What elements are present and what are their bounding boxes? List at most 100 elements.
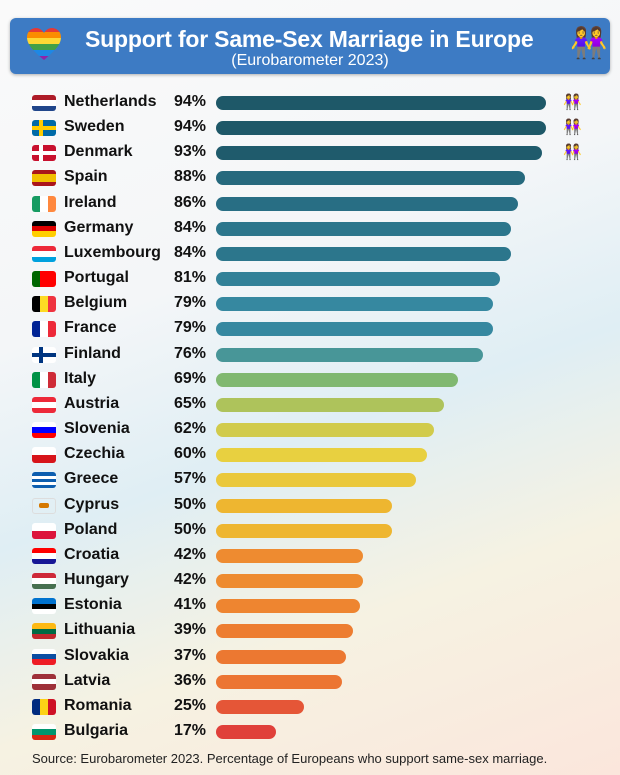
flag-luxembourg-icon [32, 245, 56, 262]
bar-row-luxembourg: Luxembourg 84% [0, 241, 620, 266]
bar-austria [216, 397, 445, 412]
couple-icon: 👭 [563, 144, 582, 162]
source-note: Source: Eurobarometer 2023. Percentage o… [32, 751, 548, 766]
flag-cyprus-icon [32, 497, 56, 514]
bar-row-italy: Italy 69% [0, 367, 620, 392]
country-label: Poland [64, 520, 118, 538]
bar-row-ireland: Ireland 86% [0, 191, 620, 216]
value-label: 39% [174, 621, 207, 639]
bar-row-germany: Germany 84% [0, 216, 620, 241]
bar-estonia [216, 599, 360, 614]
bar-row-croatia: Croatia 42% [0, 543, 620, 568]
value-label: 50% [174, 495, 207, 513]
bar-greece [216, 473, 417, 488]
flag-lithuania-icon [32, 623, 56, 640]
bar-row-finland: Finland 76% [0, 342, 620, 367]
value-label: 41% [174, 596, 207, 614]
country-label: Slovenia [64, 420, 130, 438]
country-label: Luxembourg [64, 243, 161, 261]
bar-row-lithuania: Lithuania 39% [0, 618, 620, 643]
bar-row-portugal: Portugal 81% [0, 266, 620, 291]
country-label: Czechia [64, 445, 125, 463]
value-label: 69% [174, 369, 207, 387]
country-label: Italy [64, 369, 97, 387]
title-banner: Support for Same-Sex Marriage in Europe … [10, 18, 610, 74]
country-label: Spain [64, 168, 108, 186]
country-label: Belgium [64, 294, 128, 312]
flag-romania-icon [32, 698, 56, 715]
bar-latvia [216, 674, 343, 689]
value-label: 17% [174, 722, 207, 739]
bar-czechia [216, 448, 427, 463]
bar-row-sweden: Sweden 94% 👭 [0, 115, 620, 140]
bar-row-bulgaria: Bulgaria 17% [0, 719, 620, 744]
bar-romania [216, 699, 304, 714]
bar-row-romania: Romania 25% [0, 694, 620, 719]
value-label: 62% [174, 420, 207, 438]
bar-slovenia [216, 423, 434, 438]
bar-row-slovakia: Slovakia 37% [0, 644, 620, 669]
bar-finland [216, 347, 483, 362]
bar-row-czechia: Czechia 60% [0, 442, 620, 467]
bar-netherlands [216, 96, 546, 110]
couple-icon: 👭 [563, 119, 582, 137]
value-label: 88% [174, 168, 207, 186]
value-label: 65% [174, 394, 207, 412]
bar-germany [216, 221, 511, 236]
flag-belgium-icon [32, 296, 56, 313]
country-label: France [64, 319, 117, 337]
flag-portugal-icon [32, 271, 56, 288]
country-label: Cyprus [64, 495, 120, 513]
value-label: 81% [174, 269, 207, 287]
country-label: Lithuania [64, 621, 136, 639]
value-label: 76% [174, 344, 207, 362]
chart-subtitle: (Eurobarometer 2023) [231, 52, 389, 69]
country-label: Portugal [64, 269, 129, 287]
flag-austria-icon [32, 396, 56, 413]
bar-hungary [216, 574, 364, 589]
country-label: Greece [64, 470, 119, 488]
value-label: 79% [174, 319, 207, 337]
bar-belgium [216, 297, 494, 312]
value-label: 94% [174, 93, 207, 110]
flag-hungary-icon [32, 573, 56, 590]
bar-bulgaria [216, 725, 276, 739]
flag-germany-icon [32, 220, 56, 237]
bar-row-estonia: Estonia 41% [0, 593, 620, 618]
chart-title: Support for Same-Sex Marriage in Europe [85, 26, 534, 52]
country-label: Ireland [64, 193, 117, 211]
bar-sweden [216, 121, 546, 136]
flag-poland-icon [32, 522, 56, 539]
couple-icon: 👭 [563, 94, 582, 111]
value-label: 84% [174, 243, 207, 261]
bar-ireland [216, 196, 518, 211]
bar-denmark [216, 146, 543, 161]
country-label: Estonia [64, 596, 122, 614]
bar-row-hungary: Hungary 42% [0, 568, 620, 593]
country-label: Romania [64, 696, 132, 714]
flag-bulgaria-icon [32, 724, 56, 740]
couple-icon: 👭 [570, 27, 608, 60]
value-label: 50% [174, 520, 207, 538]
country-label: Latvia [64, 671, 111, 689]
value-label: 42% [174, 571, 207, 589]
country-label: Slovakia [64, 646, 129, 664]
flag-latvia-icon [32, 673, 56, 690]
bar-italy [216, 372, 459, 387]
bar-row-cyprus: Cyprus 50% [0, 493, 620, 518]
value-label: 60% [174, 445, 207, 463]
value-label: 84% [174, 218, 207, 236]
bar-row-slovenia: Slovenia 62% [0, 417, 620, 442]
country-label: Bulgaria [64, 722, 129, 739]
country-label: Netherlands [64, 93, 157, 110]
bar-luxembourg [216, 246, 511, 261]
flag-finland-icon [32, 346, 56, 363]
bar-poland [216, 523, 392, 538]
country-label: Austria [64, 394, 120, 412]
flag-greece-icon [32, 472, 56, 489]
rainbow-heart-icon [27, 28, 61, 60]
bar-portugal [216, 272, 501, 287]
country-label: Sweden [64, 118, 125, 136]
flag-ireland-icon [32, 195, 56, 212]
bar-cyprus [216, 498, 392, 513]
